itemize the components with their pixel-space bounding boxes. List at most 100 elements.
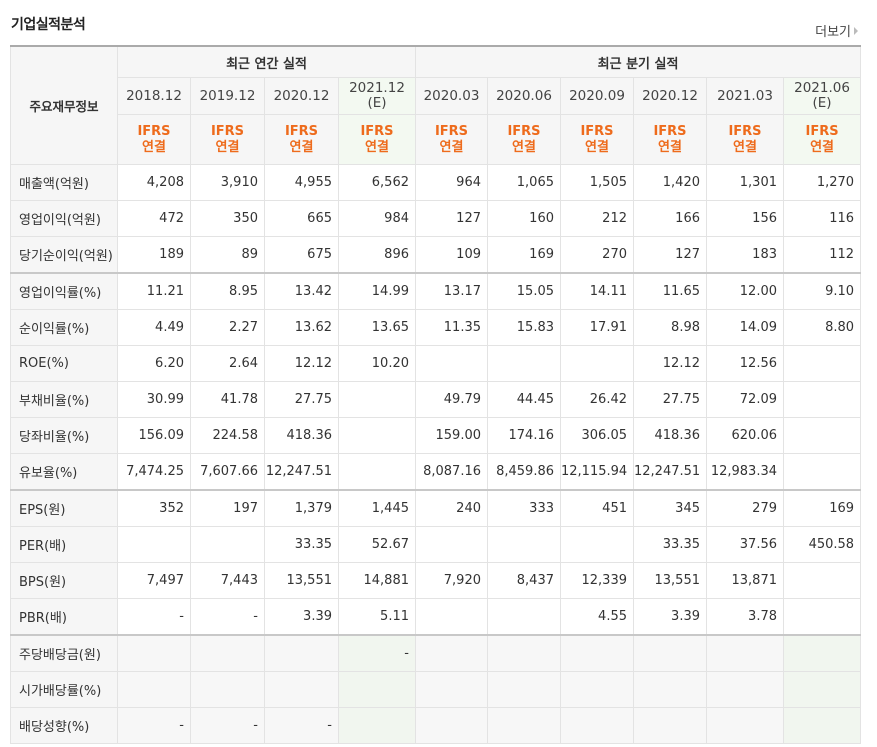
- value-cell: 8,087.16: [415, 453, 488, 491]
- value-cell: -: [117, 707, 191, 744]
- header-row: 주요재무정보 최근 연간 실적 최근 분기 실적: [10, 45, 862, 165]
- value-cell: 174.16: [487, 417, 561, 454]
- value-cell: 212: [560, 200, 634, 237]
- value-cell: 1,445: [338, 489, 416, 527]
- period-header: 2020.09: [560, 77, 634, 115]
- value-cell: [264, 634, 339, 672]
- value-cell: 896: [338, 236, 416, 274]
- row-label: 배당성향(%): [10, 707, 118, 744]
- value-cell: [338, 381, 416, 418]
- value-cell: 12,247.51: [264, 453, 339, 491]
- row-label: 주당배당금(원): [10, 634, 118, 672]
- value-cell: [782, 598, 862, 636]
- value-cell: [560, 526, 634, 563]
- more-link-text[interactable]: 더보기: [815, 25, 851, 40]
- value-cell: 1,420: [633, 164, 707, 201]
- basis-label: 연결: [658, 139, 682, 155]
- value-cell: 306.05: [560, 417, 634, 454]
- value-cell: [487, 671, 561, 708]
- row-label: BPS(원): [10, 562, 118, 599]
- value-cell: 159.00: [415, 417, 488, 454]
- value-cell: 9.10: [782, 272, 862, 310]
- value-cell: 33.35: [264, 526, 339, 563]
- value-cell: [560, 345, 634, 382]
- value-cell: 44.45: [487, 381, 561, 418]
- value-cell: 3.39: [264, 598, 339, 636]
- value-cell: 240: [415, 489, 488, 527]
- value-cell: 27.75: [264, 381, 339, 418]
- value-cell: -: [190, 707, 265, 744]
- value-cell: [782, 381, 862, 418]
- row-label: 영업이익률(%): [10, 272, 118, 310]
- basis-row: IFRS 연결 IFRS 연결 IFRS 연결 IFRS 연결 IFRS 연결 IFRS 연결 IFRS…: [11, 114, 862, 165]
- value-cell: 12.56: [706, 345, 784, 382]
- period-header: 2019.12: [190, 77, 265, 115]
- value-cell: 13.62: [264, 309, 339, 346]
- value-cell: 4.49: [117, 309, 191, 346]
- basis-label: IFRS: [360, 123, 394, 139]
- value-cell: [487, 526, 561, 563]
- more-arrow[interactable]: [854, 27, 858, 35]
- value-cell: [706, 707, 784, 744]
- section-title: 기업실적분석: [11, 17, 86, 33]
- value-cell: [117, 671, 191, 708]
- value-cell: [190, 671, 265, 708]
- value-cell: [560, 707, 634, 744]
- value-cell: 14.11: [560, 272, 634, 310]
- data-row: 순이익률(%) 4.49 2.27 13.62 13.65 11.35 15.83 17.91…: [10, 309, 862, 346]
- data-row: 주당배당금(원) -: [10, 634, 862, 672]
- value-cell: 451: [560, 489, 634, 527]
- basis-label: IFRS: [580, 123, 614, 139]
- value-cell: [633, 671, 707, 708]
- value-cell: 169: [782, 489, 862, 527]
- row-label: PBR(배): [10, 598, 118, 636]
- value-cell: 127: [633, 236, 707, 274]
- quarterly-heading: 최근 분기 실적: [414, 45, 862, 78]
- value-cell: 3,910: [190, 164, 265, 201]
- value-cell: 160: [487, 200, 561, 237]
- value-cell: 2.27: [190, 309, 265, 346]
- row-heading: 주요재무정보: [10, 45, 118, 165]
- value-cell: [117, 526, 191, 563]
- value-cell: 345: [633, 489, 707, 527]
- basis-header: IFRS 연결: [190, 114, 265, 165]
- value-cell: 984: [338, 200, 416, 237]
- value-cell: 52.67: [338, 526, 416, 563]
- value-cell: 6.20: [117, 345, 191, 382]
- value-cell: 8.80: [782, 309, 862, 346]
- basis-label: 연결: [810, 139, 834, 155]
- value-cell: [415, 634, 488, 672]
- value-cell: 4,208: [117, 164, 191, 201]
- value-cell: [706, 671, 784, 708]
- value-cell: 13,551: [264, 562, 339, 599]
- value-cell: 30.99: [117, 381, 191, 418]
- value-cell: 116: [782, 200, 862, 237]
- value-cell: 12.00: [706, 272, 784, 310]
- value-cell: 127: [415, 200, 488, 237]
- value-cell: 352: [117, 489, 191, 527]
- value-cell: 3.39: [633, 598, 707, 636]
- value-cell: 109: [415, 236, 488, 274]
- data-row: 당좌비율(%) 156.09 224.58 418.36 159.00 174.16 306…: [10, 417, 862, 454]
- value-cell: 4.55: [560, 598, 634, 636]
- value-cell: [782, 707, 862, 744]
- value-cell: [782, 562, 862, 599]
- row-label: 유보율(%): [10, 453, 118, 491]
- value-cell: [560, 671, 634, 708]
- value-cell: 13,551: [633, 562, 707, 599]
- value-cell: 279: [706, 489, 784, 527]
- value-cell: 1,379: [264, 489, 339, 527]
- value-cell: 1,505: [560, 164, 634, 201]
- data-row: 시가배당률(%): [10, 671, 862, 708]
- period-header: 2021.12 (E): [338, 77, 416, 115]
- estimate-mark: (E): [812, 95, 832, 111]
- data-row: 매출액(억원) 4,208 3,910 4,955 6,562 964 1,065 1,505…: [10, 164, 862, 201]
- value-cell: [633, 707, 707, 744]
- value-cell: 27.75: [633, 381, 707, 418]
- value-cell: 10.20: [338, 345, 416, 382]
- value-cell: 72.09: [706, 381, 784, 418]
- data-row: PBR(배) - -3.39 5.11 4.55 3.39 3.78: [10, 598, 862, 636]
- value-cell: 12.12: [264, 345, 339, 382]
- more-link[interactable]: 더보기: [815, 21, 858, 40]
